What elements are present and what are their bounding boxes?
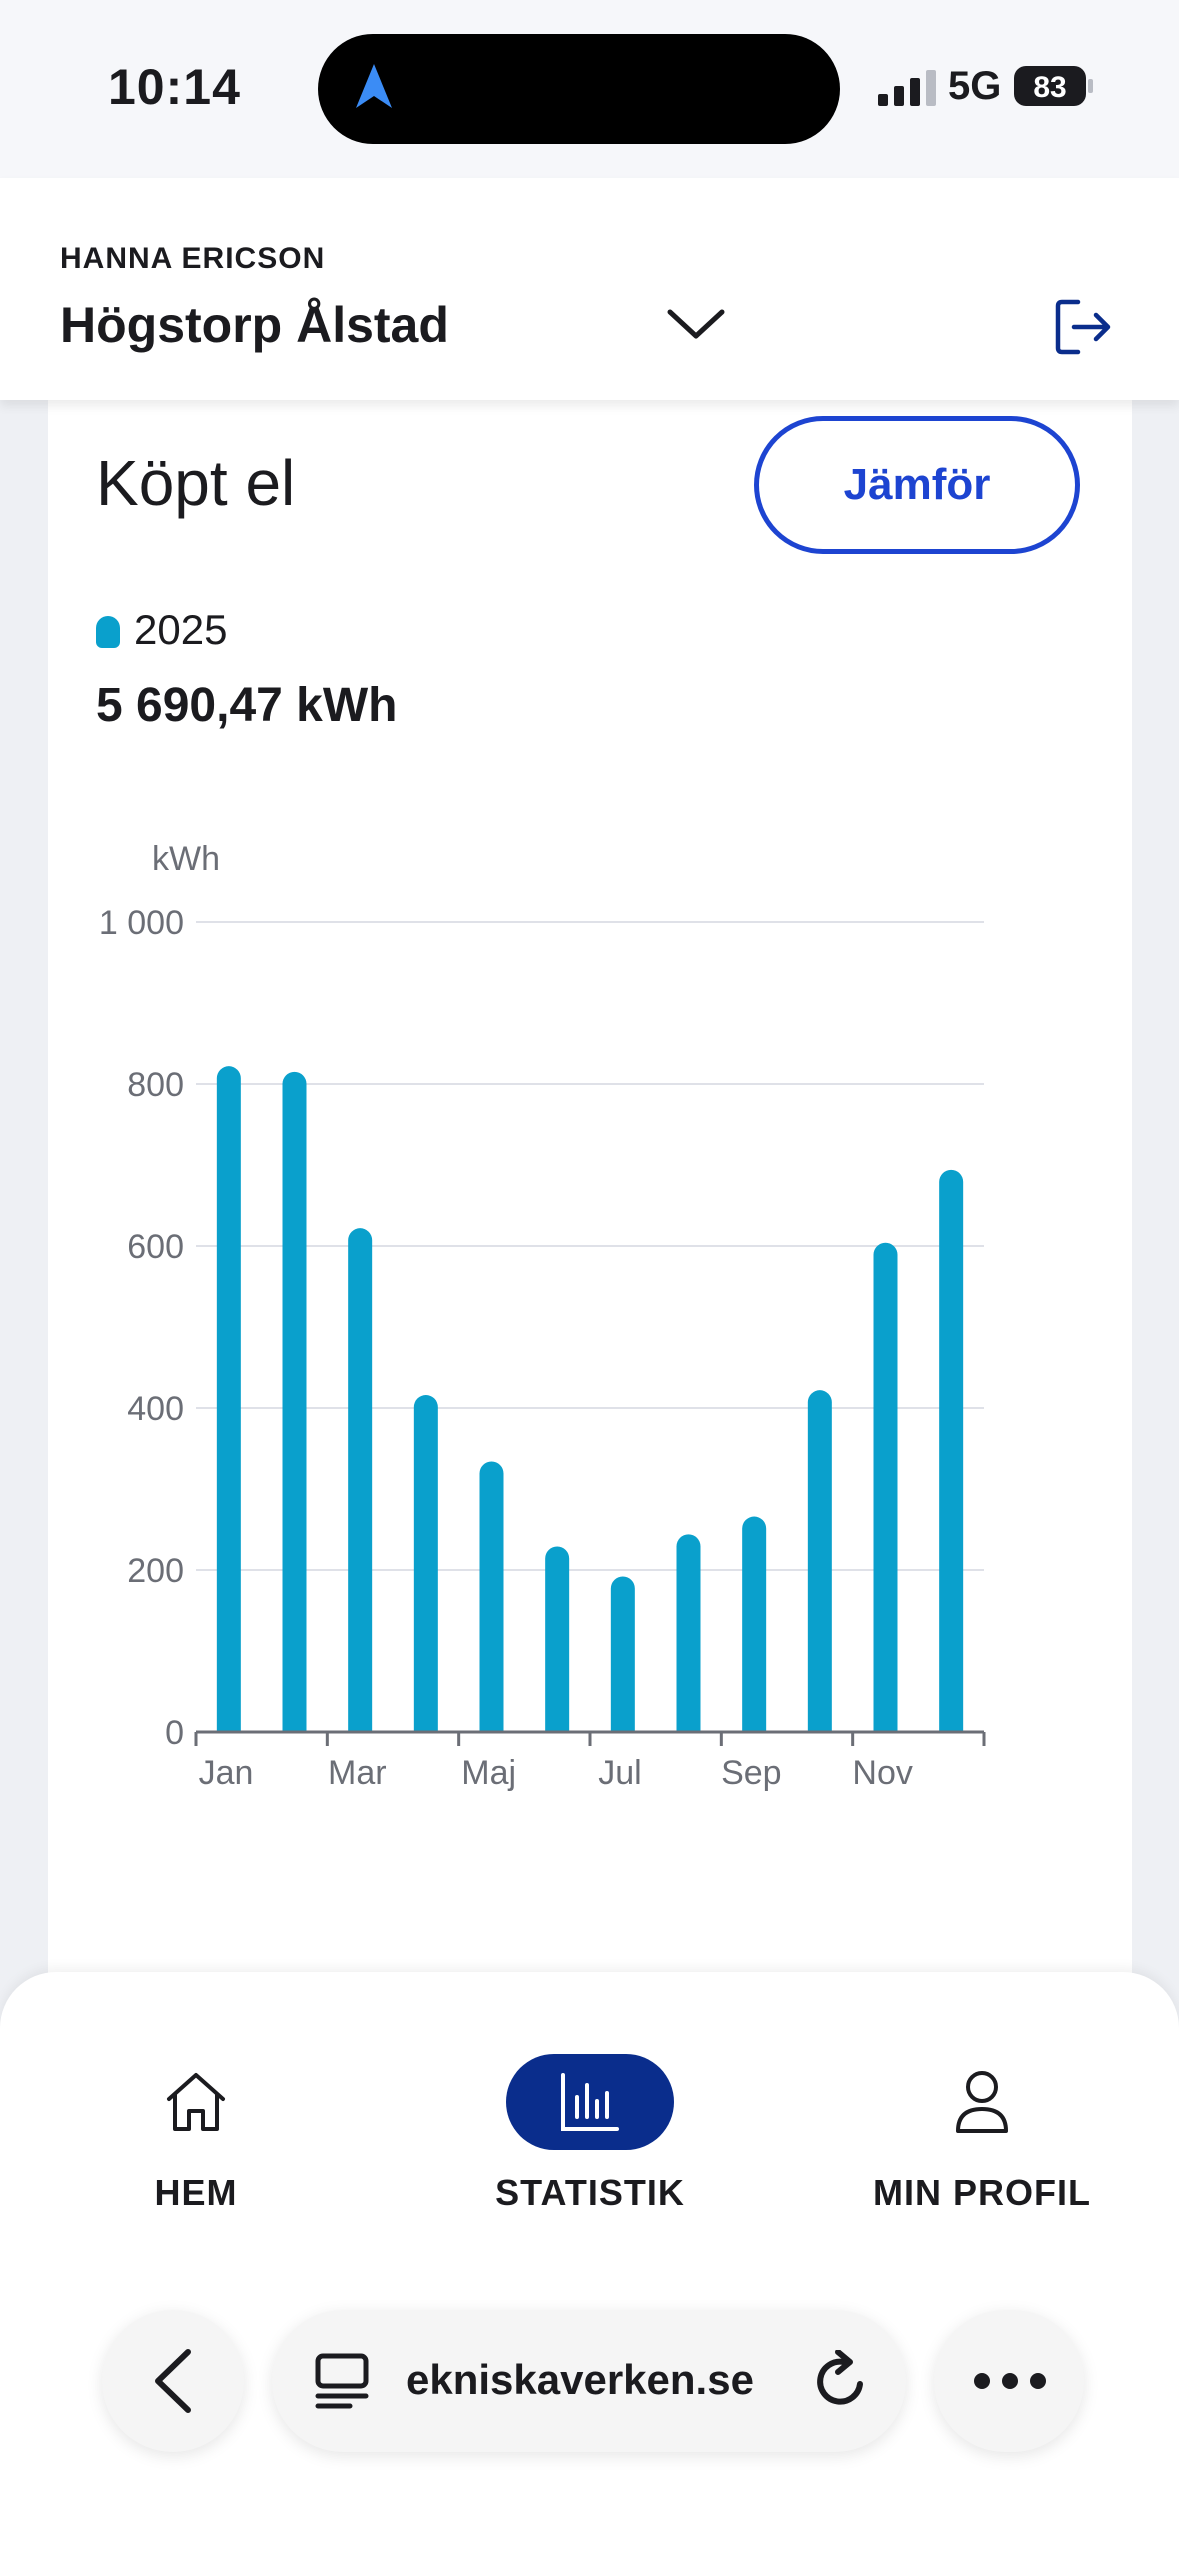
dynamic-island [318,34,840,144]
nav-label-profile: MIN PROFIL [873,2172,1091,2213]
user-name: HANNA ERICSON [60,242,326,275]
network-type: 5G [948,64,1002,108]
bar-chart-icon [561,2073,619,2131]
person-icon [956,2071,1008,2133]
bar-nov [873,1242,898,1732]
y-tick-label: 400 [127,1390,184,1428]
chevron-left-icon [155,2349,191,2413]
more-dots-icon [974,2373,1046,2389]
bottom-navigation: HEM STATISTIK MIN PROFIL [0,1972,1179,2556]
y-tick-label: 0 [165,1714,184,1752]
nav-item-statistik[interactable]: STATISTIK [440,2054,740,2214]
bar-apr [413,1395,438,1732]
compare-button[interactable]: Jämför [754,416,1080,554]
nav-label-statistik: STATISTIK [495,2172,685,2213]
consumption-bar-chart: kWh 0 200 400 600 800 1 000 Jan Mar Maj Jul Sep Nov [99,840,986,1792]
nav-item-profile[interactable]: MIN PROFIL [832,2054,1132,2214]
bar-feb [282,1071,307,1732]
app-header: HANNA ERICSON Högstorp Ålstad [0,178,1179,400]
bar-jun [545,1546,570,1732]
logout-icon[interactable] [1054,298,1112,356]
nav-label-home: HEM [154,2172,238,2213]
status-bar: 10:14 5G 83 [0,0,1179,178]
y-tick-label: 800 [127,1066,184,1104]
page-menu-icon[interactable] [314,2352,370,2410]
cellular-signal-icon [878,70,936,106]
y-axis-label: kWh [152,840,220,878]
browser-back-button[interactable] [102,2310,244,2452]
x-tick-label: Jul [598,1754,641,1792]
nav-icon-wrap-statistik [506,2054,674,2150]
bar-sep [742,1516,767,1732]
purchased-electricity-card: Köpt el Jämför 2025 5 690,47 kWh kWh 0 200… [48,400,1132,2000]
x-tick-label: Sep [721,1754,782,1792]
chevron-down-icon[interactable] [666,304,726,344]
legend-label: 2025 [134,606,228,653]
bar-dec [939,1169,964,1732]
nav-icon-wrap-profile [898,2054,1066,2150]
bar-jul [610,1576,635,1732]
battery-level: 83 [1033,71,1066,104]
y-tick-label: 600 [127,1228,184,1266]
browser-address-bar[interactable]: ekniskaverken.se [272,2310,906,2452]
bar-okt [807,1390,832,1732]
nav-icon-wrap-home [112,2054,280,2150]
x-tick-label: Maj [461,1754,516,1792]
browser-more-button[interactable] [934,2310,1084,2452]
bar-jan [216,1066,241,1732]
legend-swatch [96,616,120,648]
home-icon [167,2073,225,2131]
bar-aug [676,1534,701,1732]
x-tick-label: Nov [852,1754,912,1792]
x-tick-label: Jan [199,1754,254,1792]
facility-selector-label[interactable]: Högstorp Ålstad [60,297,449,353]
total-consumption: 5 690,47 kWh [96,679,398,732]
x-tick-label: Mar [328,1754,387,1792]
location-arrow-icon [356,64,392,108]
card-title: Köpt el [96,447,296,519]
y-tick-label: 200 [127,1552,184,1590]
nav-item-home[interactable]: HEM [46,2054,346,2214]
url-text: ekniskaverken.se [406,2356,754,2403]
battery-icon: 83 [1014,66,1093,106]
y-tick-label: 1 000 [99,904,184,942]
bar-mar [348,1228,373,1732]
bar-maj [479,1461,504,1732]
clock: 10:14 [108,59,241,115]
reload-icon[interactable] [812,2350,872,2412]
